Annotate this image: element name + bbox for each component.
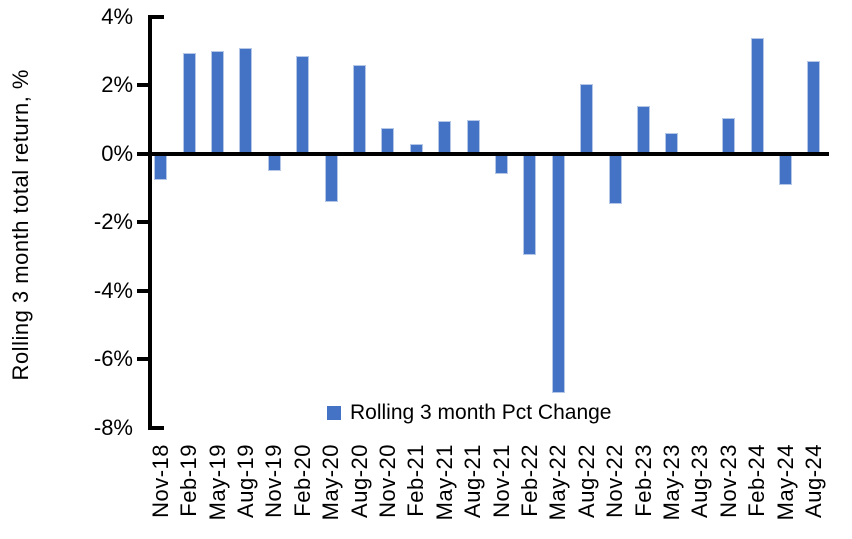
x-tick-label-text: May-24 [772,444,798,521]
x-tick-label-text: Nov-23 [715,444,741,518]
bar-Nov-23 [722,117,736,154]
bar-Feb-20 [296,56,310,154]
x-tick-label-text: May-20 [318,444,344,521]
x-tick-label-text: Feb-23 [630,444,656,517]
bar-May-20 [324,153,338,202]
y-tick-label: 2% [101,72,133,98]
x-tick-label-text: Nov-19 [261,444,287,518]
x-tick-label-text: Nov-21 [488,444,514,518]
y-axis-line [148,15,152,430]
bar-Nov-18 [154,153,168,180]
legend: Rolling 3 month Pct Change [327,401,612,425]
x-tick-label: Nov-19 [260,444,288,538]
bar-Aug-22 [580,83,594,154]
y-tick-label: -6% [93,346,133,372]
bar-Aug-21 [466,119,480,154]
x-tick-label-text: Feb-24 [744,444,770,517]
bar-May-23 [665,133,679,154]
x-tick-label: Aug-24 [800,444,828,538]
bar-Feb-22 [523,153,537,255]
x-tick-label: May-22 [544,444,572,538]
x-tick-label-text: Feb-21 [403,444,429,517]
bar-Aug-19 [239,47,253,154]
y-tick-label: 4% [101,4,133,29]
x-tick-label-text: May-21 [431,444,457,521]
bar-Feb-23 [637,105,650,154]
x-tick-label-text: May-22 [545,444,571,521]
x-tick-label-text: Aug-20 [346,444,372,518]
zero-baseline [137,152,829,156]
x-tick-label: Feb-22 [516,444,544,538]
y-axis-title: Rolling 3 month total return, % [6,10,36,440]
bar-Aug-24 [807,61,821,154]
y-tick-mark [137,83,149,88]
x-tick-label-text: Aug-21 [460,444,486,518]
x-tick-label: Feb-23 [630,444,658,538]
y-axis-bottom-tick [150,426,164,430]
y-axis-title-text: Rolling 3 month total return, % [8,69,33,381]
x-tick-label-text: Nov-18 [147,444,173,518]
x-tick-label-text: Aug-22 [573,444,599,518]
bar-Feb-24 [750,37,764,154]
x-tick-label: Aug-23 [686,444,714,538]
bar-Nov-19 [267,153,281,171]
x-tick-label-text: May-19 [204,444,230,521]
bar-May-24 [779,153,792,185]
x-tick-label: Nov-20 [374,444,402,538]
x-tick-label: Nov-22 [601,444,629,538]
x-tick-label: Nov-21 [488,444,516,538]
x-tick-label-text: Aug-24 [800,444,826,518]
x-tick-label-text: Feb-20 [289,444,315,517]
x-tick-label: May-19 [204,444,232,538]
x-tick-label: Feb-20 [289,444,317,538]
x-tick-label: Feb-19 [175,444,203,538]
bar-May-21 [438,121,452,154]
x-tick-label: Feb-24 [743,444,771,538]
y-tick-label: -8% [93,414,133,440]
x-tick-label: Nov-18 [147,444,175,538]
bar-May-22 [551,153,565,394]
y-tick-mark [137,288,149,293]
x-tick-label: Aug-21 [459,444,487,538]
x-tick-label-text: May-23 [658,444,684,521]
x-tick-label: Feb-21 [402,444,430,538]
x-tick-label-text: Nov-20 [374,444,400,518]
y-tick-mark [137,357,149,362]
bar-Nov-22 [608,153,622,204]
y-axis-top-tick [150,15,164,19]
x-tick-label-text: Feb-22 [516,444,542,517]
bar-Nov-20 [381,128,395,154]
x-tick-label: May-24 [772,444,800,538]
y-tick-mark [137,220,149,225]
bar-Nov-21 [495,153,508,175]
x-tick-label: Aug-19 [232,444,260,538]
legend-swatch-icon [327,406,341,420]
x-tick-label: Nov-23 [715,444,743,538]
x-tick-label-text: Feb-19 [176,444,202,517]
x-tick-label: May-23 [658,444,686,538]
x-tick-label-text: Nov-22 [602,444,628,518]
legend-label: Rolling 3 month Pct Change [350,401,612,424]
bar-May-19 [211,51,224,154]
x-tick-label: May-21 [431,444,459,538]
y-tick-label: -4% [93,277,133,303]
bar-Aug-20 [353,64,366,154]
x-tick-label-text: Aug-23 [687,444,713,518]
y-tick-label: 0% [101,140,133,166]
x-tick-label: May-20 [317,444,345,538]
y-tick-label: -2% [93,209,133,235]
x-tick-label: Aug-22 [573,444,601,538]
bar-Feb-19 [182,52,196,154]
x-tick-label: Aug-20 [346,444,374,538]
x-tick-label-text: Aug-19 [232,444,258,518]
